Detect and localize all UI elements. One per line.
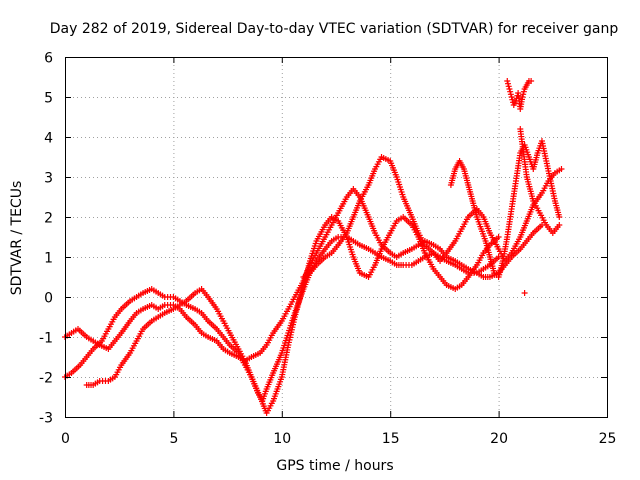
x-tick-labels: 0 5 10 15 20 25 [61, 431, 616, 447]
y-tick-label: 0 [44, 291, 53, 307]
x-tick-label: 0 [61, 431, 70, 447]
data-point-f [505, 83, 512, 90]
data-point-f [520, 88, 527, 95]
y-tick-label: 1 [44, 251, 53, 267]
y-tick-label: 5 [44, 91, 53, 107]
data-point-e [556, 214, 563, 220]
y-tick-label: -1 [39, 331, 53, 347]
y-tick-label: 6 [44, 51, 53, 67]
data-point-f [507, 88, 514, 95]
data-point-a [495, 254, 502, 260]
data-point-f [508, 94, 515, 100]
x-tick-label: 15 [382, 431, 400, 447]
y-axis-label: SDTVAR / TECUs [9, 181, 25, 296]
data-point-f [506, 86, 513, 92]
data-point-f [509, 96, 516, 103]
data-point-c [495, 234, 502, 240]
y-tick-labels: -3 -2 -1 0 1 2 3 4 5 6 [39, 51, 53, 427]
x-axis-label: GPS time / hours [276, 458, 393, 474]
chart-title: Day 282 of 2019, Sidereal Day-to-day VTE… [50, 21, 619, 37]
x-tick-label: 20 [490, 431, 508, 447]
y-tick-label: -2 [39, 371, 53, 387]
axis-ticks [65, 57, 608, 418]
data-point-f [507, 91, 514, 98]
y-tick-label: 3 [44, 171, 53, 187]
data-points [62, 78, 565, 416]
x-tick-label: 10 [273, 431, 291, 447]
y-tick-label: -3 [39, 411, 53, 427]
data-point-outliers [521, 290, 528, 296]
data-point-f [520, 91, 527, 98]
y-tick-label: 4 [44, 131, 53, 147]
data-point-f [528, 78, 535, 84]
x-tick-label: 25 [599, 431, 617, 447]
plot-frame [65, 57, 608, 418]
data-point-f [504, 80, 511, 87]
data-point-f [504, 78, 511, 84]
y-tick-label: 2 [44, 211, 53, 227]
data-point-g [556, 222, 563, 228]
data-point-d [558, 166, 565, 172]
data-point-f [519, 94, 526, 100]
x-tick-label: 5 [169, 431, 178, 447]
